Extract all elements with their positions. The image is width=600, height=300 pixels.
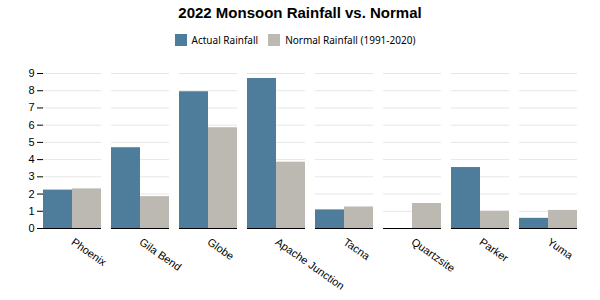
svg-text:2: 2 [28, 188, 34, 200]
svg-text:4: 4 [28, 153, 34, 165]
svg-text:9: 9 [28, 67, 34, 79]
html-text:Actual Rainfall: Actual Rainfall [191, 32, 259, 47]
svg-text:5: 5 [28, 136, 34, 148]
html-text:Normal Rainfall (1991-2020): Normal Rainfall (1991-2020) [285, 32, 416, 47]
svg-text:Globe: Globe [205, 235, 236, 262]
svg-text:Apache Junction: Apache Junction [273, 235, 347, 291]
svg-text:Gila Bend: Gila Bend [137, 235, 183, 273]
svg-text:3: 3 [28, 170, 34, 182]
svg-text:1: 1 [28, 205, 34, 217]
svg-text:7: 7 [28, 101, 34, 113]
svg-text:Parker: Parker [477, 235, 511, 264]
svg-text:Quartzsite: Quartzsite [409, 235, 457, 274]
html-text:2022 Monsoon Rainfall vs. Norm: 2022 Monsoon Rainfall vs. Normal [178, 4, 422, 21]
svg-text:8: 8 [28, 84, 34, 96]
svg-text:0: 0 [28, 222, 34, 234]
svg-text:6: 6 [28, 119, 34, 131]
svg-text:Tacna: Tacna [341, 235, 373, 262]
svg-text:Yuma: Yuma [545, 235, 576, 261]
svg-text:Phoenix: Phoenix [69, 235, 109, 268]
